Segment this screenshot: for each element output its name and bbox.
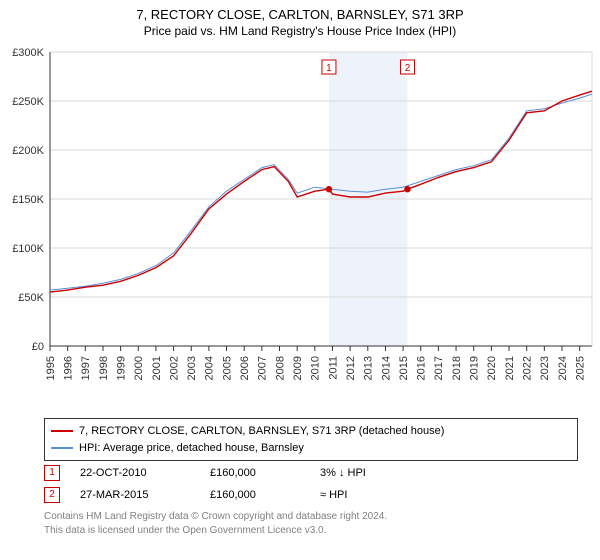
footnote-line-1: Contains HM Land Registry data © Crown c… bbox=[44, 510, 387, 524]
sale-date-1: 22-OCT-2010 bbox=[80, 467, 190, 479]
svg-text:2007: 2007 bbox=[257, 356, 269, 380]
sale-pct-2: ≈ HPI bbox=[320, 489, 400, 501]
svg-text:2011: 2011 bbox=[327, 356, 339, 380]
svg-text:2020: 2020 bbox=[486, 356, 498, 380]
svg-text:1996: 1996 bbox=[63, 356, 75, 380]
svg-text:£50K: £50K bbox=[18, 292, 44, 304]
svg-text:2010: 2010 bbox=[310, 356, 322, 380]
sale-marker-2: 2 bbox=[44, 487, 60, 503]
legend-row-2: HPI: Average price, detached house, Barn… bbox=[51, 440, 571, 457]
svg-text:2021: 2021 bbox=[504, 356, 516, 380]
svg-text:2004: 2004 bbox=[204, 356, 216, 380]
sale-price-2: £160,000 bbox=[210, 489, 300, 501]
svg-text:2009: 2009 bbox=[292, 356, 304, 380]
sales-table: 1 22-OCT-2010 £160,000 3% ↓ HPI 2 27-MAR… bbox=[44, 462, 578, 506]
svg-text:2002: 2002 bbox=[168, 356, 180, 380]
svg-text:2019: 2019 bbox=[469, 356, 481, 380]
chart-container: 7, RECTORY CLOSE, CARLTON, BARNSLEY, S71… bbox=[0, 0, 600, 560]
svg-text:£0: £0 bbox=[32, 341, 44, 353]
sale-date-2: 27-MAR-2015 bbox=[80, 489, 190, 501]
svg-text:2: 2 bbox=[405, 63, 411, 74]
sales-row-1: 1 22-OCT-2010 £160,000 3% ↓ HPI bbox=[44, 462, 578, 484]
legend-row-1: 7, RECTORY CLOSE, CARLTON, BARNSLEY, S71… bbox=[51, 423, 571, 440]
chart-subtitle: Price paid vs. HM Land Registry's House … bbox=[0, 24, 600, 42]
svg-text:£150K: £150K bbox=[12, 194, 44, 206]
svg-text:2001: 2001 bbox=[151, 356, 163, 380]
svg-text:2022: 2022 bbox=[522, 356, 534, 380]
legend-swatch-1 bbox=[51, 430, 73, 432]
svg-text:2008: 2008 bbox=[274, 356, 286, 380]
sale-pct-1: 3% ↓ HPI bbox=[320, 467, 400, 479]
svg-text:1997: 1997 bbox=[80, 356, 92, 380]
chart-title: 7, RECTORY CLOSE, CARLTON, BARNSLEY, S71… bbox=[0, 0, 600, 24]
legend-label-2: HPI: Average price, detached house, Barn… bbox=[79, 440, 304, 457]
svg-text:2005: 2005 bbox=[221, 356, 233, 380]
sale-price-1: £160,000 bbox=[210, 467, 300, 479]
svg-text:1999: 1999 bbox=[115, 356, 127, 380]
svg-text:2024: 2024 bbox=[557, 356, 569, 380]
footnote: Contains HM Land Registry data © Crown c… bbox=[44, 510, 387, 537]
svg-text:£300K: £300K bbox=[12, 47, 44, 59]
svg-text:2015: 2015 bbox=[398, 356, 410, 380]
svg-text:£200K: £200K bbox=[12, 145, 44, 157]
svg-text:2014: 2014 bbox=[380, 356, 392, 380]
svg-text:2003: 2003 bbox=[186, 356, 198, 380]
svg-text:1: 1 bbox=[326, 63, 332, 74]
footnote-line-2: This data is licensed under the Open Gov… bbox=[44, 524, 387, 538]
svg-text:2018: 2018 bbox=[451, 356, 463, 380]
chart-area: £0 £50K £100K £150K £200K £250K £300K 1995 1996 1… bbox=[0, 46, 600, 406]
line-chart-svg: £0 £50K £100K £150K £200K £250K £300K 1995 1996 1… bbox=[0, 46, 600, 406]
svg-text:2025: 2025 bbox=[574, 356, 586, 380]
sale-marker-1: 1 bbox=[44, 465, 60, 481]
svg-text:1998: 1998 bbox=[98, 356, 110, 380]
sales-row-2: 2 27-MAR-2015 £160,000 ≈ HPI bbox=[44, 484, 578, 506]
svg-text:2023: 2023 bbox=[539, 356, 551, 380]
legend-swatch-2 bbox=[51, 447, 73, 449]
svg-text:2013: 2013 bbox=[363, 356, 375, 380]
legend-label-1: 7, RECTORY CLOSE, CARLTON, BARNSLEY, S71… bbox=[79, 423, 444, 440]
svg-text:£100K: £100K bbox=[12, 243, 44, 255]
svg-text:2017: 2017 bbox=[433, 356, 445, 380]
svg-text:1995: 1995 bbox=[45, 356, 57, 380]
legend: 7, RECTORY CLOSE, CARLTON, BARNSLEY, S71… bbox=[44, 418, 578, 461]
svg-text:2000: 2000 bbox=[133, 356, 145, 380]
svg-text:2012: 2012 bbox=[345, 356, 357, 380]
svg-text:2006: 2006 bbox=[239, 356, 251, 380]
svg-text:£250K: £250K bbox=[12, 96, 44, 108]
svg-text:2016: 2016 bbox=[416, 356, 428, 380]
